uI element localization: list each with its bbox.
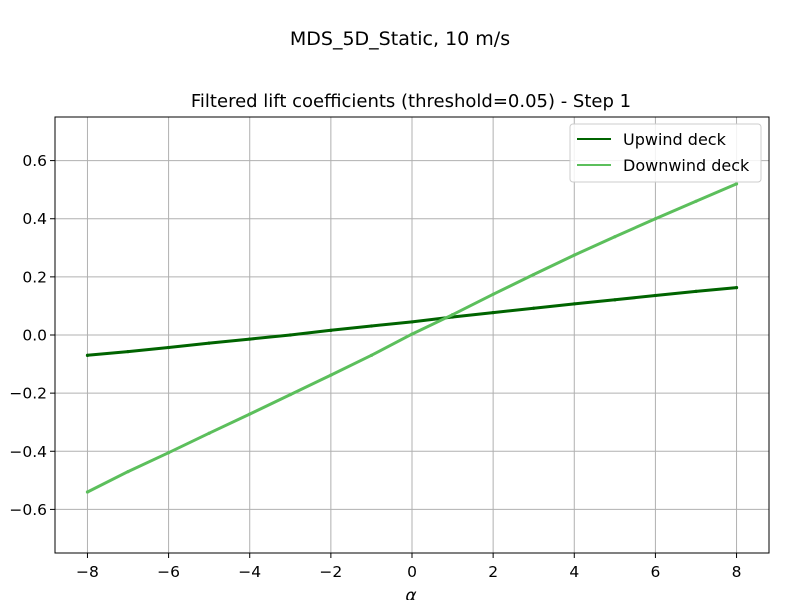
y-tick-label: −0.4 (9, 443, 47, 461)
data-point (532, 306, 536, 310)
legend: Upwind deck Downwind deck (569, 123, 762, 183)
data-point (450, 313, 455, 317)
series-lines (85, 182, 739, 494)
data-point (248, 337, 252, 341)
data-point (572, 302, 576, 306)
data-point (288, 333, 292, 337)
y-tick-label: −0.6 (9, 501, 47, 519)
figure-suptitle: MDS_5D_Static, 10 m/s (290, 28, 510, 50)
y-tick-label: 0.2 (22, 268, 47, 286)
x-tick-label: −4 (238, 563, 261, 581)
data-point (248, 412, 252, 416)
data-point (288, 392, 292, 397)
data-point (207, 341, 211, 345)
y-tick-label: 0.0 (22, 327, 47, 345)
data-point (734, 286, 739, 290)
data-point (369, 324, 374, 328)
legend-label: Upwind deck (623, 130, 727, 149)
data-point (166, 345, 171, 350)
y-tick-label: 0.4 (22, 210, 47, 228)
legend-box (569, 123, 762, 183)
data-point (410, 320, 414, 324)
y-tick-label: 0.6 (22, 152, 47, 170)
x-tick-label: 8 (732, 563, 742, 581)
x-axis-label: α (405, 586, 416, 600)
chart-title: Filtered lift coefficients (threshold=0.… (191, 91, 631, 112)
data-point (207, 431, 211, 435)
axis-ticks: −8 −6 −4 −2 0 2 4 6 8 −0.6 −0.4 −0.2 0.0 0.2 0.4 0.6 (9, 152, 741, 581)
data-point (613, 298, 617, 302)
data-point (410, 332, 414, 336)
data-point (126, 349, 130, 354)
data-point (694, 289, 698, 293)
data-point (85, 490, 90, 494)
x-tick-label: −8 (76, 563, 99, 581)
data-point (329, 328, 333, 332)
data-point (532, 272, 536, 277)
x-tick-label: −6 (157, 563, 180, 581)
data-point (126, 470, 130, 474)
x-tick-label: 4 (569, 563, 579, 581)
data-point (572, 253, 576, 257)
y-tick-label: −0.2 (9, 385, 47, 403)
data-point (734, 182, 739, 186)
data-point (369, 353, 374, 357)
data-point (491, 311, 495, 315)
data-point (694, 199, 698, 203)
legend-label: Downwind deck (623, 156, 750, 175)
data-point (329, 373, 333, 377)
x-tick-label: 6 (650, 563, 660, 581)
x-tick-label: 2 (488, 563, 498, 581)
data-point (613, 235, 617, 239)
x-tick-label: −2 (319, 563, 342, 581)
data-point (491, 292, 495, 296)
data-point (653, 217, 658, 221)
data-point (653, 293, 658, 298)
data-point (166, 451, 171, 455)
x-tick-label: 0 (407, 563, 417, 581)
data-point (85, 353, 90, 357)
